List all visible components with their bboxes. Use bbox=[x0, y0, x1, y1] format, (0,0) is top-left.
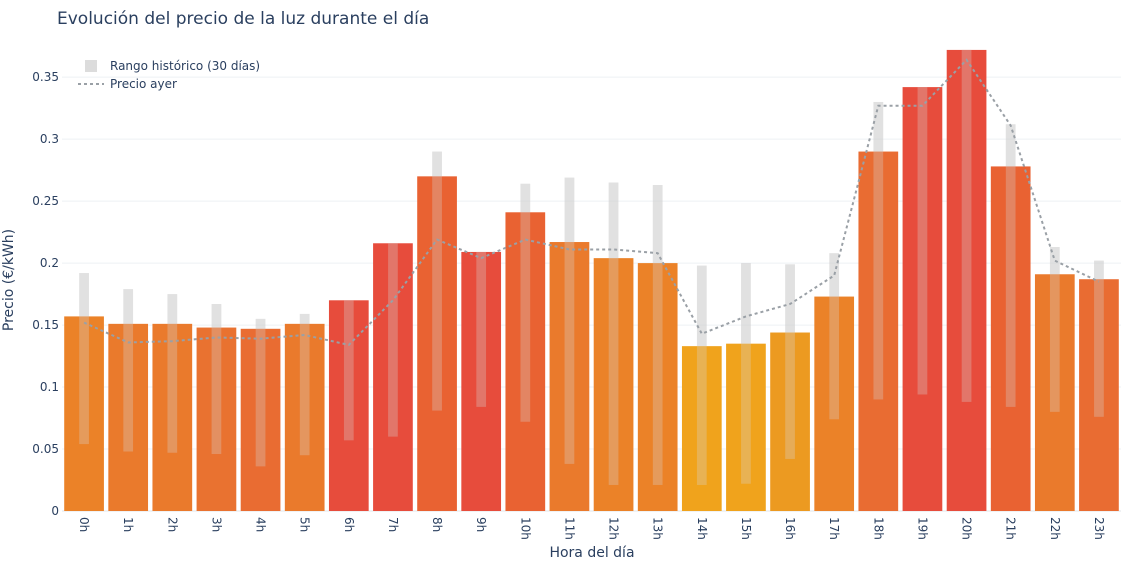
historical-range-overlay bbox=[785, 264, 795, 459]
historical-range-overlay bbox=[696, 265, 707, 485]
price-bar[interactable] bbox=[946, 49, 987, 511]
x-tick-label: 4h bbox=[254, 517, 268, 532]
legend-range-label[interactable]: Rango histórico (30 días) bbox=[110, 59, 260, 73]
x-tick-label: 20h bbox=[960, 517, 974, 540]
x-tick-label: 11h bbox=[562, 517, 576, 540]
price-bar[interactable] bbox=[1034, 274, 1075, 511]
price-bar[interactable] bbox=[902, 87, 943, 511]
historical-range-overlay bbox=[873, 101, 884, 400]
y-tick-label: 0.05 bbox=[32, 442, 59, 456]
x-tick-label: 2h bbox=[165, 517, 179, 532]
price-bar[interactable] bbox=[681, 346, 722, 511]
price-bar[interactable] bbox=[240, 328, 281, 511]
price-bar[interactable] bbox=[1079, 279, 1119, 511]
x-tick-label: 18h bbox=[871, 517, 885, 540]
y-tick-label: 0.25 bbox=[32, 194, 59, 208]
x-tick-label: 10h bbox=[518, 517, 532, 540]
historical-range-overlay bbox=[608, 182, 619, 485]
historical-range-overlay bbox=[564, 177, 575, 464]
historical-range-overlay bbox=[829, 253, 840, 420]
historical-range-overlay bbox=[123, 289, 134, 452]
price-bar[interactable] bbox=[549, 242, 590, 511]
historical-range-overlay bbox=[917, 87, 928, 395]
y-axis-label: Precio (€/kWh) bbox=[1, 229, 17, 331]
price-bar[interactable] bbox=[505, 212, 546, 511]
x-tick-label: 7h bbox=[386, 517, 400, 532]
x-tick-label: 0h bbox=[77, 517, 91, 532]
price-bar[interactable] bbox=[858, 151, 899, 512]
x-axis-label: Hora del día bbox=[549, 545, 634, 561]
grid-lines bbox=[62, 76, 1121, 512]
x-tick-label: 9h bbox=[474, 517, 488, 532]
historical-range-overlay bbox=[1094, 260, 1104, 417]
yesterday-price-line[interactable] bbox=[83, 58, 1100, 347]
historical-range-overlay bbox=[1049, 246, 1060, 412]
price-bar[interactable] bbox=[108, 323, 149, 511]
x-tick-label: 3h bbox=[209, 517, 223, 532]
legend-range-swatch bbox=[85, 60, 97, 72]
yesterday-line-layer bbox=[83, 58, 1100, 347]
price-bar[interactable] bbox=[284, 323, 325, 511]
y-tick-label: 0.35 bbox=[32, 70, 59, 84]
historical-range-overlay bbox=[741, 263, 751, 484]
historical-range-overlay bbox=[432, 151, 442, 411]
x-tick-label: 23h bbox=[1092, 517, 1106, 540]
y-tick-label: 0.1 bbox=[40, 380, 59, 394]
y-tick-label: 0.2 bbox=[40, 256, 59, 270]
y-tick-label: 0.3 bbox=[40, 132, 59, 146]
y-tick-label: 0 bbox=[51, 504, 59, 518]
price-bar[interactable] bbox=[814, 296, 855, 511]
price-bar[interactable] bbox=[461, 251, 502, 511]
x-tick-label: 22h bbox=[1048, 517, 1062, 540]
x-tick-label: 12h bbox=[607, 517, 621, 540]
historical-range-overlay bbox=[343, 300, 354, 441]
historical-range-overlay bbox=[167, 294, 178, 453]
price-bar[interactable] bbox=[328, 300, 369, 511]
x-tick-label: 6h bbox=[342, 517, 356, 532]
x-tick-label: 5h bbox=[298, 517, 312, 532]
price-bar[interactable] bbox=[770, 332, 810, 511]
price-bar[interactable] bbox=[64, 316, 104, 511]
historical-range-overlay bbox=[211, 304, 222, 454]
y-axis-ticks: 0 0.05 0.1 0.15 0.2 0.25 0.3 0.35 bbox=[32, 70, 59, 518]
historical-range-overlay bbox=[520, 183, 531, 422]
x-tick-label: 15h bbox=[739, 517, 753, 540]
x-tick-label: 8h bbox=[430, 517, 444, 532]
x-tick-label: 14h bbox=[695, 517, 709, 540]
price-bar[interactable] bbox=[593, 258, 634, 511]
x-tick-label: 13h bbox=[651, 517, 665, 540]
chart-title: Evolución del precio de la luz durante e… bbox=[57, 9, 429, 29]
x-tick-label: 16h bbox=[783, 517, 797, 540]
historical-range-overlay bbox=[476, 251, 487, 407]
historical-range-overlay bbox=[652, 185, 663, 485]
legend-line-label[interactable]: Precio ayer bbox=[110, 77, 177, 91]
x-tick-label: 17h bbox=[827, 517, 841, 540]
historical-range-overlay bbox=[1005, 124, 1016, 407]
price-bar[interactable] bbox=[726, 343, 766, 511]
price-bar[interactable] bbox=[417, 176, 457, 511]
historical-range-overlay bbox=[79, 273, 89, 445]
y-tick-label: 0.15 bbox=[32, 318, 59, 332]
historical-range-overlay bbox=[961, 49, 972, 402]
price-bar[interactable] bbox=[990, 166, 1031, 511]
price-bar[interactable] bbox=[373, 243, 413, 511]
price-bar[interactable] bbox=[196, 327, 237, 511]
x-tick-label: 1h bbox=[121, 517, 135, 532]
bars-layer bbox=[64, 49, 1119, 512]
price-bar[interactable] bbox=[152, 323, 193, 511]
price-bar[interactable] bbox=[637, 263, 678, 511]
x-tick-label: 19h bbox=[915, 517, 929, 540]
historical-range-overlay bbox=[255, 318, 266, 467]
historical-range-overlay bbox=[299, 313, 310, 456]
legend: Rango histórico (30 días) Precio ayer bbox=[78, 59, 260, 91]
x-tick-label: 21h bbox=[1004, 517, 1018, 540]
historical-range-overlay bbox=[388, 243, 398, 437]
x-axis-ticks: 0h 1h 2h 3h 4h 5h 6h 7h 8h 9h 10h 11h 12h 13h 14h 15h 16… bbox=[77, 517, 1106, 540]
